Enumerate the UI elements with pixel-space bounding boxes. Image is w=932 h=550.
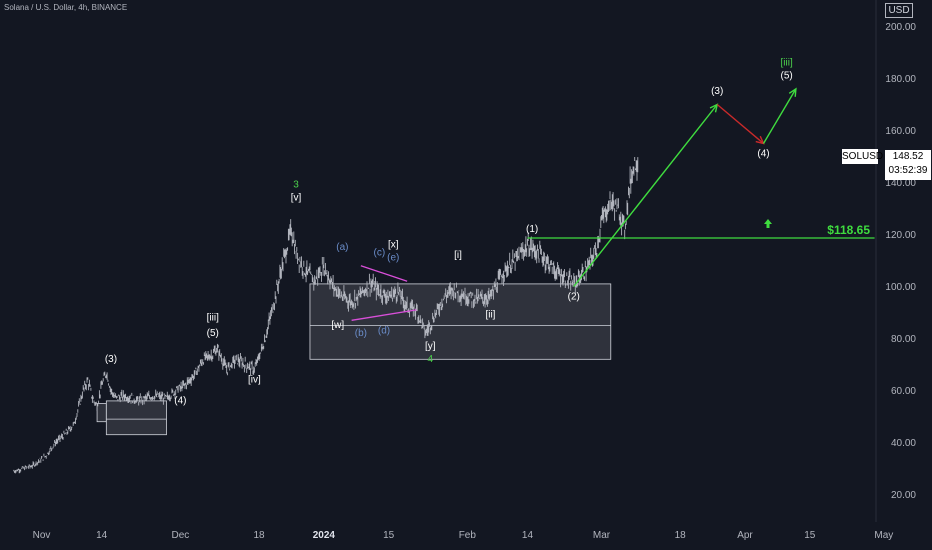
time-tick-label: 18 xyxy=(675,530,687,541)
wave-label: (2) xyxy=(568,292,580,303)
consolidation-zone xyxy=(96,403,107,423)
price-tick-label: 20.00 xyxy=(891,490,916,501)
price-series xyxy=(13,157,639,474)
projection-arrowhead xyxy=(788,87,797,97)
time-tick-label: 15 xyxy=(804,530,816,541)
wave-label: 4 xyxy=(428,354,434,365)
wave-label: (a) xyxy=(336,242,348,253)
wave-label: [i] xyxy=(454,250,462,261)
price-tick-label: 160.00 xyxy=(885,126,916,137)
price-tick-label: 180.00 xyxy=(885,74,916,85)
wave-label: (b) xyxy=(355,328,367,339)
wave-label: [v] xyxy=(291,193,302,204)
time-tick-label: Apr xyxy=(737,530,753,541)
consolidation-zone xyxy=(105,400,167,436)
projection-leg xyxy=(716,103,764,145)
time-tick-label: Nov xyxy=(33,530,51,541)
wave-label: (3) xyxy=(711,86,723,97)
projection-leg xyxy=(573,104,718,287)
price-tick-label: 80.00 xyxy=(891,334,916,345)
wave-label: [x] xyxy=(388,240,399,251)
wave-label: (4) xyxy=(757,149,769,160)
currency-label[interactable]: USD xyxy=(885,3,913,18)
wave-labels: 3 [v] (a) (c)[x] (e) [i] (1) [w] (b) (d) [ii] (2) [y… xyxy=(105,58,793,407)
price-tick-label: 60.00 xyxy=(891,386,916,397)
time-tick-label: Dec xyxy=(171,530,189,541)
triangle-line xyxy=(360,265,408,282)
time-tick-label: May xyxy=(874,530,893,541)
time-tick-label: 14 xyxy=(522,530,534,541)
time-tick-label: Feb xyxy=(459,530,477,541)
time-tick-label: Mar xyxy=(593,530,611,541)
wave-label: [ii] xyxy=(485,310,495,321)
wave-label: (4) xyxy=(174,396,186,407)
wave-label: [iii] xyxy=(207,312,219,323)
wave-label: (c) xyxy=(374,247,386,258)
bar-countdown: 03:52:39 xyxy=(888,165,928,176)
last-price: 148.52 xyxy=(892,151,924,162)
price-tick-label: 120.00 xyxy=(885,230,916,241)
up-arrow-icon xyxy=(764,219,772,228)
symbol-label: SOLUSD xyxy=(842,149,884,164)
price-tick-label: 200.00 xyxy=(885,22,916,33)
triangle-line xyxy=(351,309,417,321)
wave-label: [iii] xyxy=(781,58,793,69)
time-tick-label: 14 xyxy=(96,530,108,541)
wave-label: [iv] xyxy=(248,375,261,386)
last-price-label: 148.52 03:52:39 xyxy=(885,150,931,180)
wave-label: [y] xyxy=(425,341,436,352)
wave-label: [w] xyxy=(331,320,344,331)
wave-label: (5) xyxy=(207,328,219,339)
wave-projection: $118.65 xyxy=(351,87,875,321)
price-tick-label: 40.00 xyxy=(891,438,916,449)
wave-label: (5) xyxy=(781,71,793,82)
wave-label: (e) xyxy=(387,253,399,264)
price-tick-label: 140.00 xyxy=(885,178,916,189)
wave-label: (d) xyxy=(378,325,390,336)
price-candles xyxy=(13,157,639,474)
support-label: $118.65 xyxy=(827,223,870,237)
time-tick-label: 18 xyxy=(253,530,265,541)
wave-label: (3) xyxy=(105,354,117,365)
wave-label: 3 xyxy=(293,180,299,191)
time-tick-label: 2024 xyxy=(313,530,336,541)
price-axis[interactable]: 20.00 40.00 60.00 80.00 100.00 120.00 140.00 16… xyxy=(885,22,916,501)
time-axis[interactable]: Nov 14 Dec 18 2024 15 Feb 14 Mar 18 Apr 15 May xyxy=(33,530,894,541)
price-tick-label: 100.00 xyxy=(885,282,916,293)
chart-title: Solana / U.S. Dollar, 4h, BINANCE xyxy=(4,3,128,12)
time-tick-label: 15 xyxy=(383,530,395,541)
wave-label: (1) xyxy=(526,224,538,235)
projection-leg xyxy=(762,88,797,144)
